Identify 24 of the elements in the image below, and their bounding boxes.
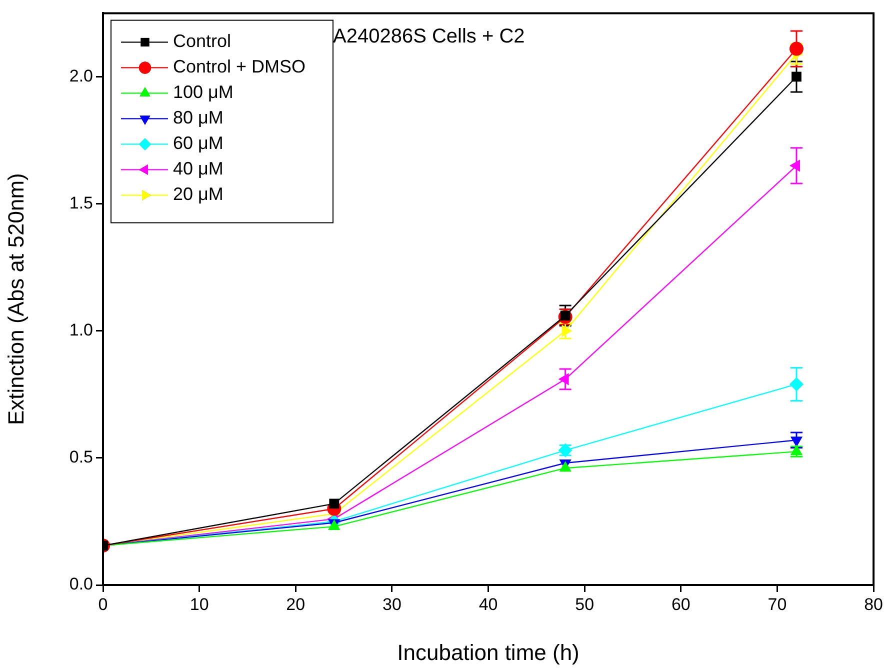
y-axis-title: Extinction (Abs at 520nm): [3, 173, 28, 426]
x-tick-label: 50: [575, 594, 594, 614]
y-tick-label: 1.5: [69, 193, 93, 212]
legend-label: 60 μM: [173, 133, 224, 154]
text: A240286S Cells + C2: [333, 26, 525, 48]
legend-label: 100 μM: [173, 82, 234, 102]
legend-label: 40 μM: [173, 158, 224, 179]
x-tick-label: 10: [190, 594, 209, 614]
y-tick-label: 0.5: [69, 448, 93, 467]
x-tick-label: 0: [98, 594, 108, 614]
legend-label: Control + DMSO: [173, 56, 306, 77]
x-tick-label: 40: [478, 594, 498, 614]
x-tick-label: 30: [382, 594, 402, 614]
legend-label: Control: [173, 31, 232, 52]
legend-label: 80 μM: [173, 108, 224, 128]
y-tick-label: 1.0: [69, 320, 93, 340]
x-tick-label: 80: [864, 594, 884, 614]
x-tick-label: 20: [286, 594, 306, 614]
x-tick-label: 60: [671, 594, 690, 614]
x-axis-title: Incubation time (h): [397, 640, 580, 665]
legend-label: 20 μM: [173, 184, 224, 204]
y-tick-label: 2.0: [69, 66, 93, 86]
y-tick-label: 0.0: [69, 574, 93, 594]
x-tick-label: 70: [768, 594, 787, 614]
